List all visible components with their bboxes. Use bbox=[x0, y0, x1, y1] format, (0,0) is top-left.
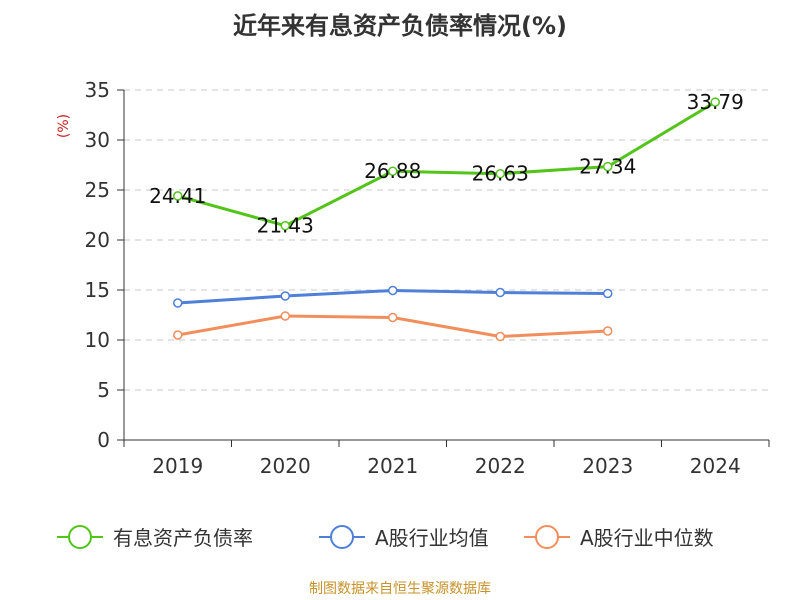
x-tick-label: 2019 bbox=[152, 454, 203, 478]
data-point bbox=[388, 285, 398, 296]
x-tick-label: 2021 bbox=[367, 454, 418, 478]
y-tick-label: 5 bbox=[97, 378, 110, 402]
data-point bbox=[173, 191, 183, 201]
data-point bbox=[388, 166, 398, 176]
legend-item[interactable]: A股行业中位数 bbox=[524, 525, 714, 550]
x-tick-label: 2023 bbox=[582, 454, 633, 478]
legend-label: A股行业均值 bbox=[375, 526, 489, 550]
y-tick-label: 20 bbox=[85, 228, 110, 252]
y-axis-label: (%) bbox=[56, 114, 72, 138]
data-point bbox=[173, 298, 183, 308]
legend-marker-icon bbox=[68, 525, 92, 549]
data-point bbox=[603, 288, 613, 299]
chart-title: 近年来有息资产负债率情况(%) bbox=[233, 12, 567, 40]
data-point bbox=[173, 330, 183, 340]
data-point bbox=[495, 287, 505, 298]
data-label: 26.88 bbox=[364, 159, 421, 183]
data-point bbox=[710, 97, 720, 107]
data-point bbox=[280, 220, 290, 231]
data-point bbox=[603, 161, 613, 172]
data-label: 26.63 bbox=[472, 162, 529, 186]
y-tick-label: 10 bbox=[85, 328, 110, 352]
y-tick-label: 0 bbox=[97, 428, 110, 452]
legend-label: A股行业中位数 bbox=[580, 526, 714, 550]
data-labels: 24.41 21.43 26.88 26.63 27.34 33.79 bbox=[149, 90, 744, 238]
data-point bbox=[603, 326, 613, 336]
legend-marker-icon bbox=[330, 525, 354, 549]
legend-item[interactable]: A股行业均值 bbox=[319, 525, 489, 550]
data-label: 27.34 bbox=[579, 155, 636, 179]
data-point bbox=[388, 312, 398, 323]
y-tick-label: 35 bbox=[85, 78, 110, 102]
data-point bbox=[495, 331, 505, 342]
series-line bbox=[176, 100, 717, 228]
data-point bbox=[280, 291, 290, 301]
data-point bbox=[280, 311, 290, 321]
data-label: 21.43 bbox=[257, 214, 314, 238]
axes: 0 5 10 15 20 25 30 35 2019 2020 2021 2022 2023 2024 bbox=[85, 78, 770, 478]
data-label: 24.41 bbox=[149, 184, 206, 208]
y-tick-label: 30 bbox=[85, 128, 110, 152]
legend[interactable]: 有息资产负债率 A股行业均值 A股行业中位数 bbox=[57, 525, 714, 550]
legend-item[interactable]: 有息资产负债率 bbox=[57, 525, 253, 550]
data-label: 33.79 bbox=[687, 90, 744, 114]
y-tick-label: 25 bbox=[85, 178, 110, 202]
x-tick-label: 2022 bbox=[475, 454, 526, 478]
series-lines bbox=[173, 97, 720, 342]
source-note: 制图数据来自恒生聚源数据库 bbox=[309, 581, 491, 597]
legend-label: 有息资产负债率 bbox=[113, 526, 253, 550]
data-point bbox=[495, 168, 505, 179]
legend-marker-icon bbox=[535, 525, 559, 549]
x-tick-label: 2020 bbox=[260, 454, 311, 478]
y-tick-label: 15 bbox=[85, 278, 110, 302]
gridlines bbox=[124, 89, 769, 391]
x-tick-label: 2024 bbox=[690, 454, 741, 478]
